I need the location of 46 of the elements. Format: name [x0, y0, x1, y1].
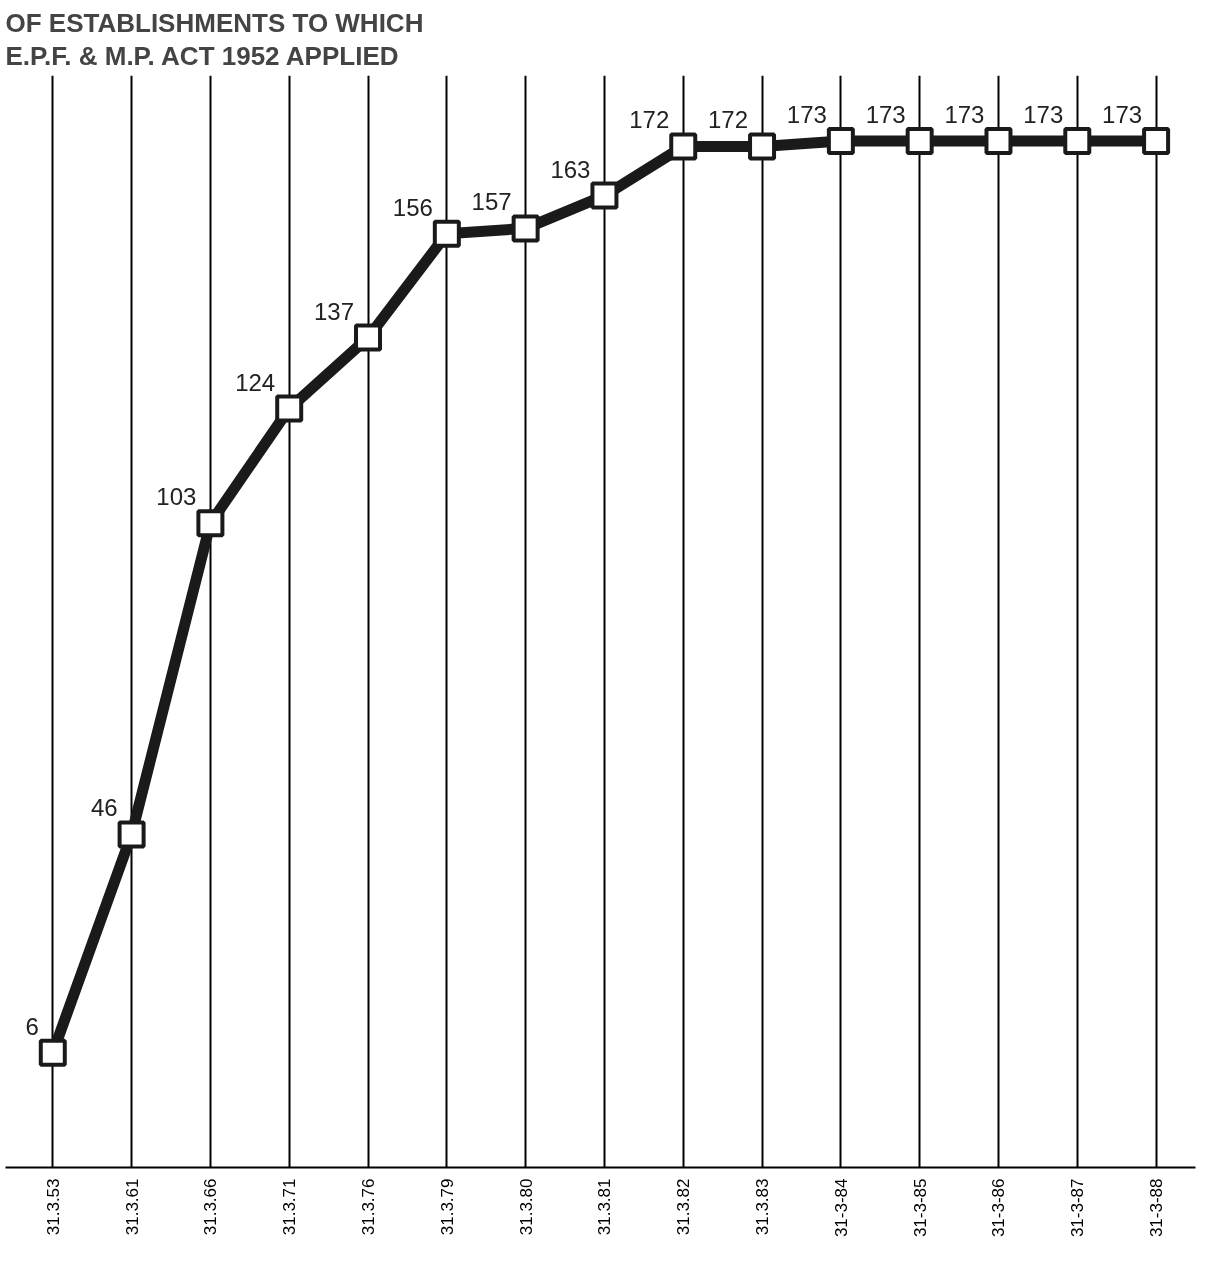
point — [432, 219, 461, 248]
point — [1142, 127, 1171, 156]
data-label: 137 — [313, 297, 355, 325]
data-label: 6 — [25, 1012, 39, 1040]
point — [590, 181, 619, 210]
data-label: 163 — [550, 155, 591, 183]
data-label: 173 — [786, 101, 827, 129]
x-tick-label: 31.3.82 — [674, 1178, 694, 1236]
data-label: 103 — [156, 483, 197, 511]
data-label: 172 — [708, 106, 749, 134]
data-label: 124 — [235, 368, 276, 396]
x-tick-label: 31.3.81 — [595, 1178, 615, 1236]
x-tick-label: 31.3.83 — [753, 1178, 773, 1236]
point — [38, 1038, 67, 1067]
x-tick-label: 31.3.76 — [359, 1178, 379, 1236]
point — [1063, 127, 1092, 156]
point — [826, 127, 855, 156]
data-label: 46 — [90, 794, 118, 822]
point — [748, 132, 777, 161]
data-label: 173 — [865, 101, 906, 129]
x-tick-label: 31.3.53 — [43, 1178, 63, 1236]
data-label: 172 — [629, 106, 670, 134]
x-tick-label: 31.3.61 — [122, 1178, 142, 1236]
x-tick-label: 31-3-84 — [831, 1178, 851, 1238]
point — [984, 127, 1013, 156]
point — [117, 820, 146, 849]
point — [196, 509, 225, 538]
data-label: 173 — [944, 101, 985, 129]
chart-title: OF ESTABLISHMENTS TO WHICH E.P.F. & M.P. ACT 1952 APPLIED — [5, 7, 424, 71]
x-tick-label: 31.3.80 — [516, 1178, 536, 1236]
data-label: 173 — [1102, 101, 1143, 129]
x-tick-label: 31-3-86 — [989, 1178, 1009, 1238]
data-label: 157 — [471, 188, 512, 216]
point — [669, 132, 698, 161]
x-tick-label: 31-3-87 — [1068, 1178, 1088, 1238]
point — [354, 323, 383, 352]
x-tick-label: 31.3.71 — [280, 1178, 300, 1236]
x-tick-label: 31-3-85 — [910, 1178, 930, 1238]
data-label: 156 — [392, 193, 433, 221]
point — [905, 127, 934, 156]
x-tick-label: 31.3.66 — [201, 1178, 221, 1236]
x-tick-label: 31-3-88 — [1147, 1178, 1167, 1238]
point — [511, 214, 540, 243]
data-label: 173 — [1023, 101, 1064, 129]
point — [275, 394, 304, 423]
x-tick-label: 31.3.79 — [437, 1178, 457, 1236]
